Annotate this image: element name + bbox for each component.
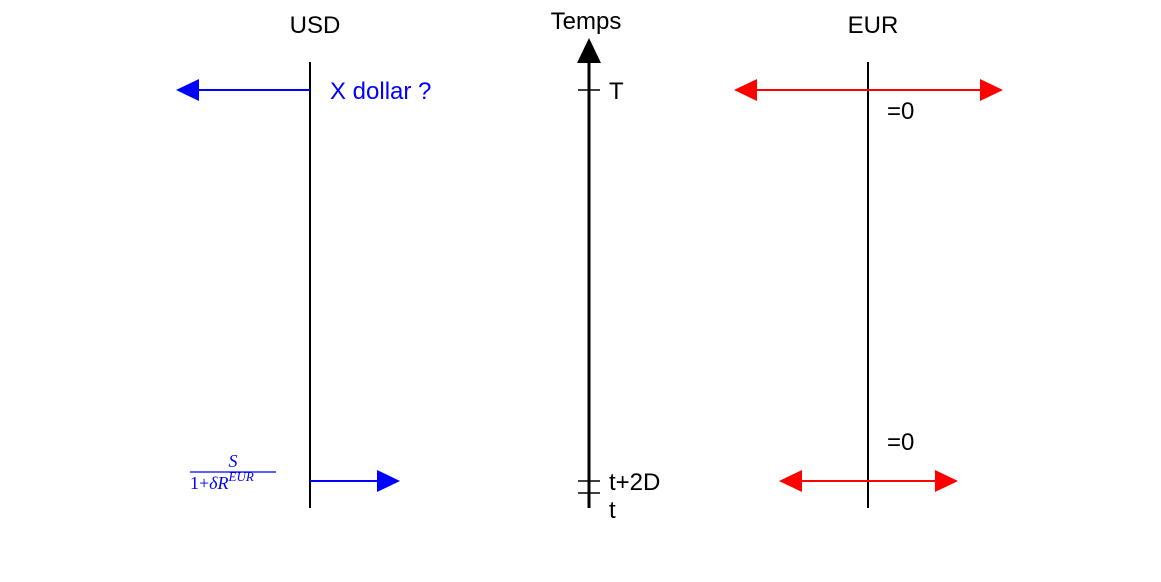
usd-bottom-formula: S 1+δREUR [190,451,276,493]
formula-numerator: S [229,451,238,471]
eur-bottom-value: =0 [887,429,914,456]
usd-bottom-arrow-head [377,470,400,492]
eur-bottom-arrow-head-right [935,470,958,492]
tick-top-label: T [609,78,624,105]
eur-bottom-arrow-head-left [779,470,802,492]
usd-top-arrow-head [176,79,199,101]
eur-column: EUR =0 =0 [734,12,1003,508]
usd-header: USD [290,12,341,39]
tick-spot-label: t+2D [609,469,660,496]
formula-denominator: 1+δREUR [190,469,254,493]
tick-now-label: t [609,497,616,524]
eur-top-value: =0 [887,98,914,125]
usd-top-label: X dollar ? [330,78,431,105]
usd-column: USD X dollar ? S 1+δREUR [176,12,431,508]
eur-top-arrow-head-right [980,79,1003,101]
time-axis-arrow-head [577,38,601,63]
time-axis: Temps T t+2D t [551,8,661,524]
eur-header: EUR [848,12,899,39]
time-header: Temps [551,8,622,35]
eur-top-arrow-head-left [734,79,757,101]
